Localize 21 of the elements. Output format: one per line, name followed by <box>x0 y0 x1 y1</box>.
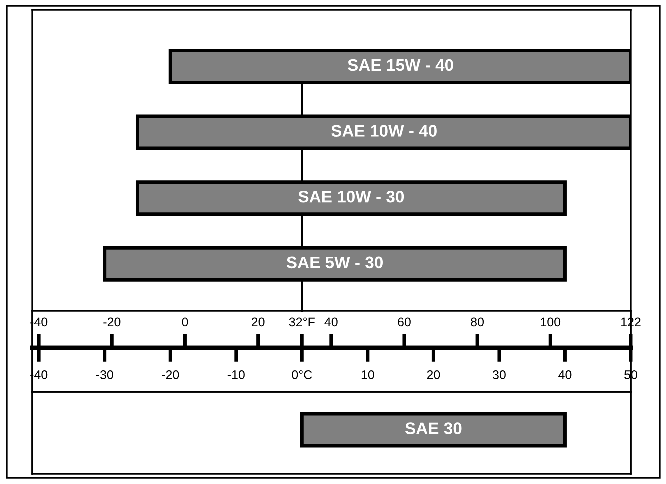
x2-tick-label: 0 <box>182 318 188 327</box>
x-tick-label: 30 <box>492 370 506 380</box>
x-tick-label: 20 <box>427 370 440 380</box>
x-tick-label: 0°C <box>292 370 312 380</box>
x2-tick-label: 40 <box>324 318 338 327</box>
x2-tick-label: 60 <box>398 318 411 327</box>
x-tick-label: -10 <box>228 370 245 380</box>
x-tick-label: -20 <box>162 370 180 380</box>
y-tick-label: SAE 30 <box>405 422 462 434</box>
y-tick-label: SAE 15W - 40 <box>348 59 454 72</box>
y-tick-label: SAE 5W - 30 <box>286 256 383 269</box>
y-tick-label: SAE 10W - 30 <box>298 190 404 203</box>
x2-tick-label: 80 <box>471 318 484 327</box>
x2-tick-label: 100 <box>541 318 561 327</box>
x2-tick-label: 20 <box>252 318 265 327</box>
x-tick-label: -30 <box>96 370 114 380</box>
x2-tick-label: -20 <box>104 318 121 327</box>
x2-tick-label: 32°F <box>289 318 315 327</box>
x-tick-label: 40 <box>558 370 572 380</box>
y-tick-label: SAE 10W - 40 <box>332 125 437 137</box>
x-tick-label: 10 <box>362 370 374 380</box>
